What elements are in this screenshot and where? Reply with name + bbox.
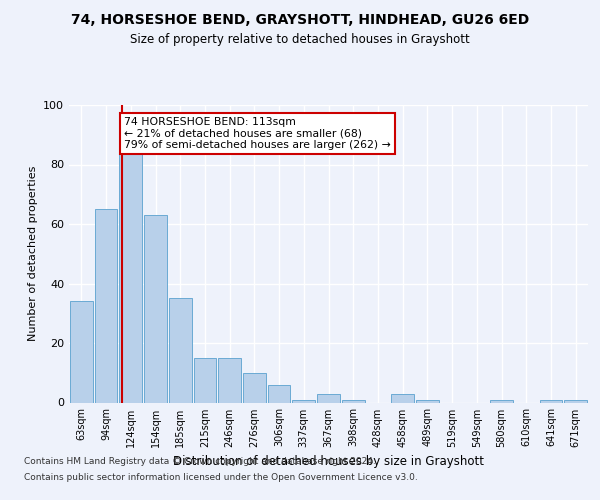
Text: Contains HM Land Registry data © Crown copyright and database right 2024.: Contains HM Land Registry data © Crown c…	[24, 458, 376, 466]
Y-axis label: Number of detached properties: Number of detached properties	[28, 166, 38, 342]
X-axis label: Distribution of detached houses by size in Grayshott: Distribution of detached houses by size …	[173, 455, 484, 468]
Bar	[317, 394, 340, 402]
Bar	[268, 384, 290, 402]
Text: 74, HORSESHOE BEND, GRAYSHOTT, HINDHEAD, GU26 6ED: 74, HORSESHOE BEND, GRAYSHOTT, HINDHEAD,…	[71, 12, 529, 26]
Bar	[218, 358, 241, 403]
Bar	[292, 400, 315, 402]
Bar	[95, 209, 118, 402]
Bar	[391, 394, 414, 402]
Bar	[169, 298, 191, 403]
Bar	[194, 358, 216, 403]
Bar	[70, 302, 93, 402]
Text: Size of property relative to detached houses in Grayshott: Size of property relative to detached ho…	[130, 32, 470, 46]
Bar	[490, 400, 513, 402]
Bar	[564, 400, 587, 402]
Bar	[342, 400, 365, 402]
Bar	[539, 400, 562, 402]
Bar	[416, 400, 439, 402]
Text: 74 HORSESHOE BEND: 113sqm
← 21% of detached houses are smaller (68)
79% of semi-: 74 HORSESHOE BEND: 113sqm ← 21% of detac…	[124, 117, 391, 150]
Bar	[119, 150, 142, 402]
Bar	[144, 215, 167, 402]
Text: Contains public sector information licensed under the Open Government Licence v3: Contains public sector information licen…	[24, 472, 418, 482]
Bar	[243, 373, 266, 402]
